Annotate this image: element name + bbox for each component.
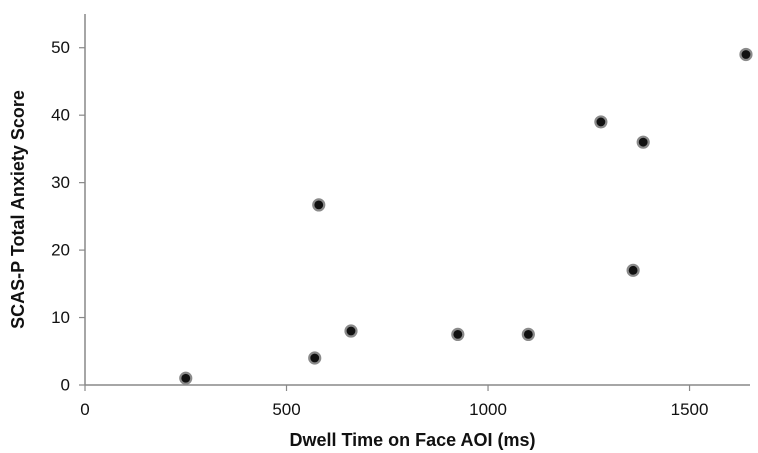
y-tick-label: 20 [51,241,70,260]
y-tick-label: 0 [61,376,70,395]
y-axis-title: SCAS-P Total Anxiety Score [8,90,28,329]
data-point [594,115,608,129]
x-axis-title: Dwell Time on Face AOI (ms) [289,430,535,450]
y-tick-label: 40 [51,106,70,125]
data-point [521,327,535,342]
data-points [179,47,753,385]
x-tick-label: 0 [80,400,89,419]
data-point [626,263,640,277]
y-axis-ticks: 0 10 20 30 40 50 [51,38,85,395]
data-point [308,351,322,365]
x-tick-label: 1500 [671,400,709,419]
y-tick-label: 50 [51,38,70,57]
data-point [344,324,358,338]
x-axis-ticks: 0 500 1000 1500 [80,385,708,419]
data-point [451,327,465,342]
data-point [739,47,753,62]
y-tick-label: 10 [51,308,70,327]
data-point [636,135,650,149]
x-tick-label: 500 [272,400,300,419]
plot-area: 0 10 20 30 40 50 0 500 1000 1500 [51,14,753,419]
x-tick-label: 1000 [469,400,507,419]
data-point [179,371,193,385]
y-tick-label: 30 [51,173,70,192]
data-point [312,198,326,212]
